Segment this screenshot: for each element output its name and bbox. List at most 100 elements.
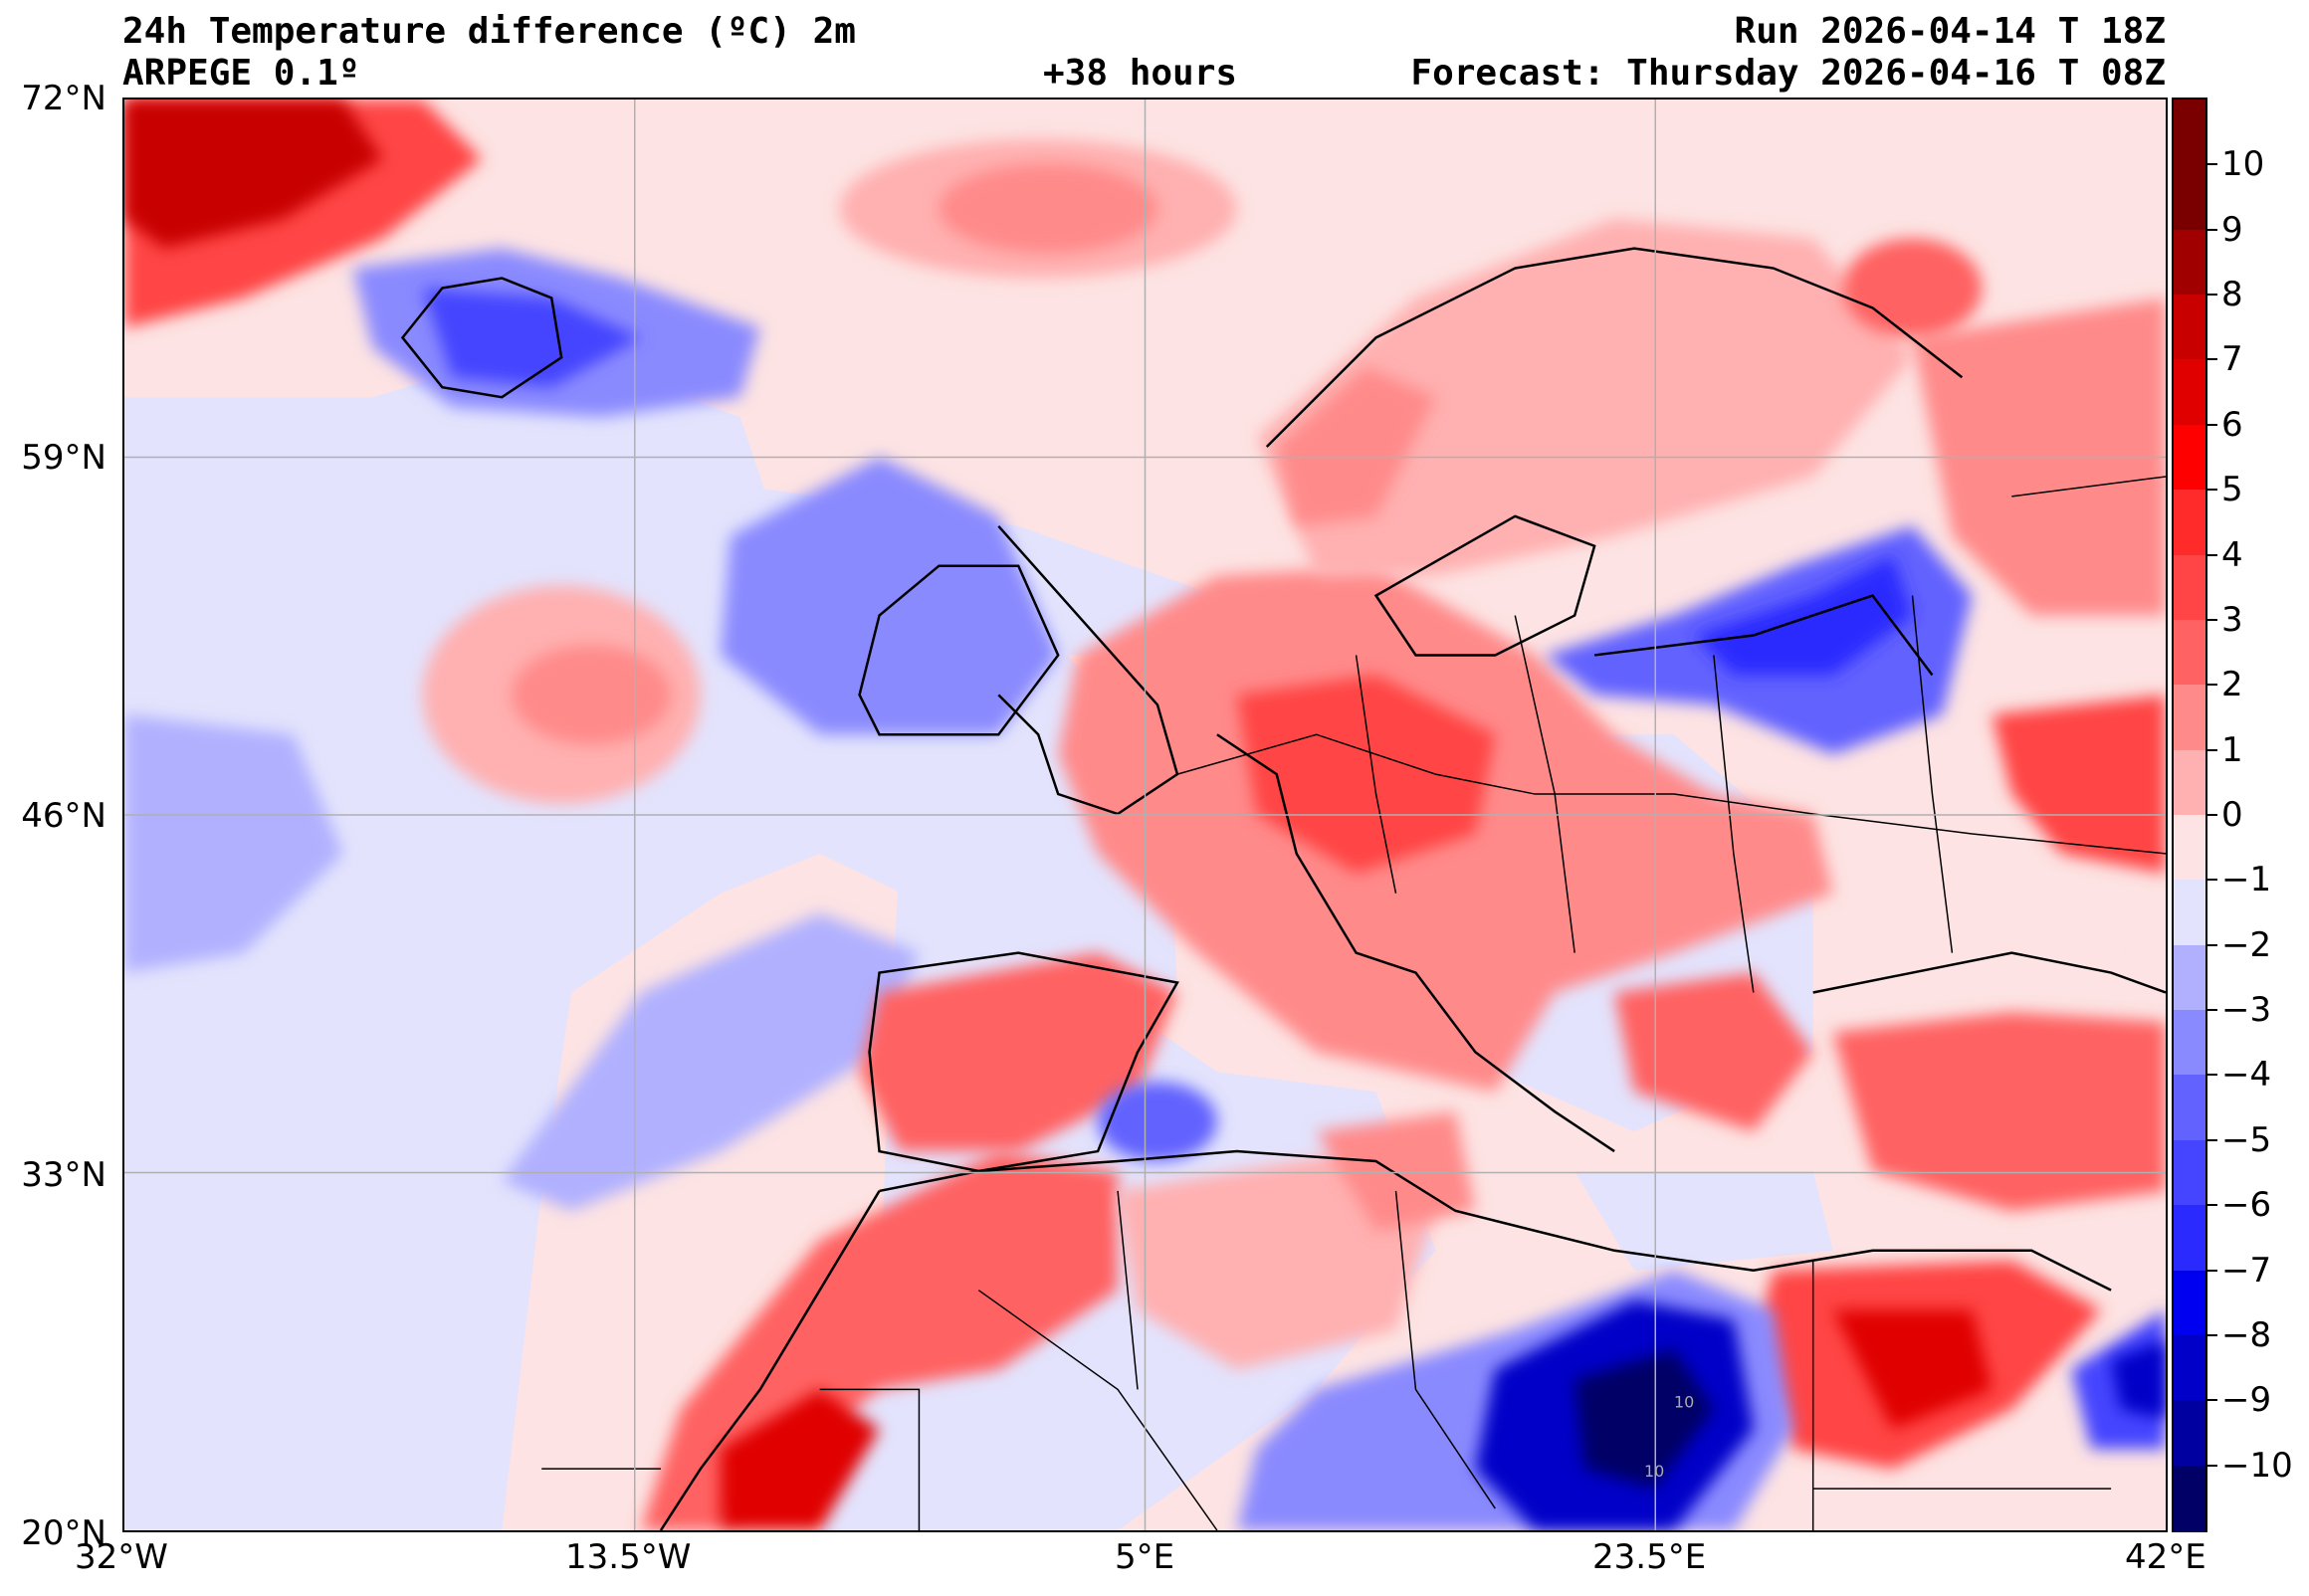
lat-label: 33°N <box>21 1155 106 1195</box>
colorbar-label: −8 <box>2221 1314 2272 1355</box>
colorbar-segment <box>2174 1334 2205 1402</box>
colorbar-tick <box>2207 1333 2217 1336</box>
colorbar-segment <box>2174 685 2205 751</box>
field-midatlantic-warm-core <box>512 645 671 745</box>
colorbar-tick <box>2207 1204 2217 1207</box>
colorbar-segment <box>2174 749 2205 816</box>
field-arabia-core <box>2111 1339 2166 1420</box>
colorbar-label: 10 <box>2221 144 2265 185</box>
colorbar-label: −6 <box>2221 1185 2272 1226</box>
run-label: Run 2026-04-14 T 18Z <box>1734 11 2166 52</box>
field-karelia-warm <box>1842 238 1983 338</box>
colorbar-segment <box>2174 490 2205 556</box>
colorbar-tick <box>2207 358 2217 361</box>
colorbar-tick <box>2207 1074 2217 1077</box>
colorbar-tick <box>2207 943 2217 946</box>
lat-label: 72°N <box>21 79 106 118</box>
colorbar-tick <box>2207 618 2217 621</box>
coastlines <box>400 247 2166 1530</box>
colorbar-segment <box>2174 295 2205 361</box>
map-title: 24h Temperature difference (ºC) 2m <box>122 11 856 52</box>
colorbar-segment <box>2174 1270 2205 1336</box>
lon-label: 32°W <box>75 1537 168 1577</box>
lon-label: 13.5°W <box>565 1537 692 1577</box>
colorbar-segment <box>2174 1010 2205 1077</box>
contour-label: 10 <box>1674 1392 1694 1411</box>
field-egypt-core <box>1832 1309 1993 1430</box>
colorbar-label: 0 <box>2221 795 2243 835</box>
field-western-med-cool <box>1098 1082 1217 1162</box>
colorbar-tick <box>2207 879 2217 882</box>
colorbar-segment <box>2174 944 2205 1012</box>
field-norwegian-sea-warm-core <box>939 163 1157 254</box>
lon-label: 5°E <box>1115 1537 1175 1577</box>
lon-label: 42°E <box>2125 1537 2206 1577</box>
field-black-sea <box>1832 902 2112 993</box>
field-west-atlantic-cool <box>124 714 343 973</box>
field-algeria-warm <box>1118 1151 1436 1370</box>
map-canvas: 10 10 <box>124 100 2166 1530</box>
colorbar-label: 1 <box>2221 729 2243 770</box>
colorbar-segment <box>2174 424 2205 492</box>
contour-label: 10 <box>1644 1462 1664 1481</box>
colorbar-label: −10 <box>2221 1445 2293 1486</box>
field-greenland-core <box>124 100 383 249</box>
colorbar-label: 2 <box>2221 665 2243 705</box>
colorbar-tick <box>2207 423 2217 426</box>
colorbar <box>2172 98 2207 1532</box>
field-ukraine-warm <box>1992 695 2166 874</box>
field-iceland-core <box>422 288 641 388</box>
colorbar-tick <box>2207 814 2217 816</box>
colorbar-tick <box>2207 1399 2217 1402</box>
gridlines <box>124 100 2166 1530</box>
colorbar-tick <box>2207 294 2217 297</box>
colorbar-tick <box>2207 489 2217 492</box>
colorbar-segment <box>2174 1465 2205 1531</box>
field-wsahara-warm <box>720 1389 880 1530</box>
colorbar-tick <box>2207 163 2217 166</box>
field-scandinavia <box>1256 218 1913 576</box>
colorbar-label: −2 <box>2221 924 2272 965</box>
field-sahara-cold-deep <box>1574 1349 1714 1490</box>
colorbar-segment <box>2174 1400 2205 1467</box>
colorbar-label: 7 <box>2221 339 2243 380</box>
colorbar-label: −3 <box>2221 990 2272 1031</box>
field-eastern-med-cool <box>1574 1171 1833 1271</box>
colorbar-segment <box>2174 1205 2205 1272</box>
field-tunisia-warm <box>1316 1111 1476 1231</box>
colorbar-label: 5 <box>2221 470 2243 510</box>
colorbar-tick <box>2207 553 2217 556</box>
colorbar-segment <box>2174 880 2205 946</box>
field-baltic-core <box>1693 555 1913 676</box>
field-balkans-warm <box>1614 972 1813 1132</box>
field-europe-warm-core <box>1236 675 1496 874</box>
colorbar-segment <box>2174 100 2205 166</box>
temperature-difference-map[interactable]: 10 10 <box>122 98 2168 1532</box>
lon-label: 23.5°E <box>1592 1537 1707 1577</box>
colorbar-label: −9 <box>2221 1380 2272 1421</box>
colorbar-segment <box>2174 1139 2205 1207</box>
colorbar-tick <box>2207 1138 2217 1141</box>
colorbar-label: −5 <box>2221 1119 2272 1160</box>
lat-label: 46°N <box>21 796 106 836</box>
colorbar-tick <box>2207 1464 2217 1467</box>
colorbar-segment <box>2174 619 2205 687</box>
lat-label: 59°N <box>21 438 106 478</box>
colorbar-tick <box>2207 1269 2217 1272</box>
colorbar-label: 6 <box>2221 404 2243 445</box>
colorbar-segment <box>2174 359 2205 426</box>
colorbar-segment <box>2174 1075 2205 1141</box>
lead-time-label: +38 hours <box>1043 53 1238 94</box>
colorbar-tick <box>2207 748 2217 751</box>
colorbar-label: −7 <box>2221 1250 2272 1291</box>
field-atlantic-streak <box>502 912 920 1211</box>
colorbar-label: 3 <box>2221 599 2243 640</box>
field-turkey-warm <box>1832 1012 2166 1211</box>
field-british-isles <box>720 457 1059 735</box>
forecast-label: Forecast: Thursday 2026-04-16 T 08Z <box>1410 53 2166 94</box>
field-norway-coast-warm <box>1276 367 1436 526</box>
lat-label: 20°N <box>21 1513 106 1553</box>
country-borders <box>541 476 2166 1530</box>
colorbar-tick <box>2207 228 2217 231</box>
colorbar-label: 9 <box>2221 209 2243 250</box>
